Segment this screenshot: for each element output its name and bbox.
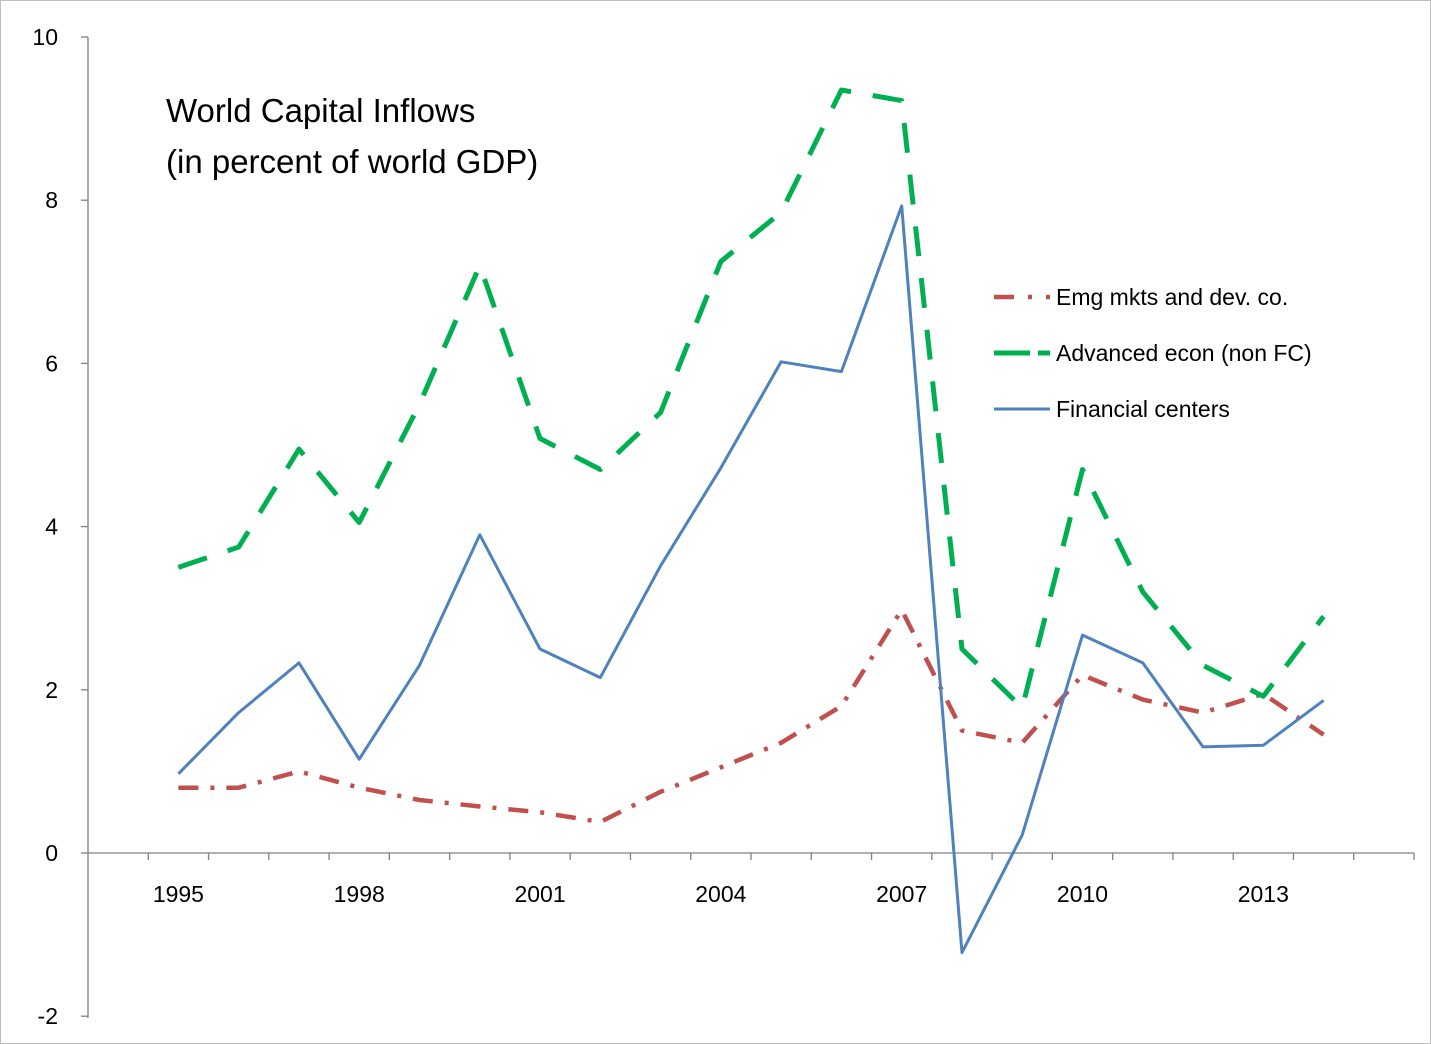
legend-label-2: Financial centers [1056, 396, 1230, 422]
x-tick-label: 1998 [334, 881, 385, 907]
y-tick-label: 4 [45, 514, 58, 540]
legend: Emg mkts and dev. co. Advanced econ (non … [994, 284, 1312, 422]
y-tick-label: 6 [45, 350, 58, 376]
series-line-1 [177, 87, 1326, 711]
x-tick-label: 2007 [876, 881, 927, 907]
series-lines [177, 87, 1326, 955]
x-tick-label: 2001 [514, 881, 565, 907]
y-tick-label: 2 [45, 677, 58, 703]
series-line-0 [178, 607, 1325, 825]
legend-label-1: Advanced econ (non FC) [1056, 340, 1312, 366]
series-line-2 [177, 204, 1325, 955]
x-tick-label: 2004 [695, 881, 746, 907]
legend-label-0: Emg mkts and dev. co. [1056, 284, 1288, 310]
chart-title-line-1: World Capital Inflows [166, 92, 475, 129]
y-tick-label: 0 [45, 840, 58, 866]
y-tick-label: 10 [32, 24, 58, 50]
x-tick-label: 2010 [1057, 881, 1108, 907]
y-tick-label: 8 [45, 187, 58, 213]
x-tick-label: 1995 [153, 881, 204, 907]
axes: -2 0 2 4 6 8 10 1995 1998 2001 2004 2007 2010 2013 [32, 24, 1415, 1029]
chart-title-line-2: (in percent of world GDP) [166, 143, 538, 180]
y-tick-label: -2 [38, 1003, 58, 1029]
x-tick-label: 2013 [1238, 881, 1289, 907]
